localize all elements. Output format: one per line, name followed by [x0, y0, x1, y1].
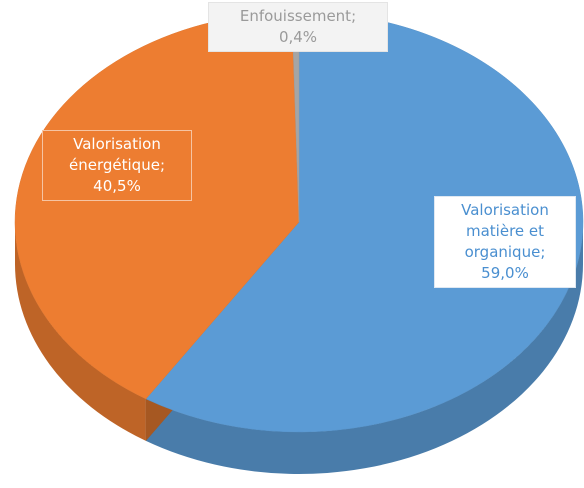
label-separator: ; [351, 7, 357, 25]
slice-side [15, 222, 146, 441]
label-category: Valorisation matière et organique [461, 201, 549, 261]
slice [14, 11, 300, 400]
label-value: 40,5% [93, 177, 141, 195]
label-category: Valorisation énergétique [69, 135, 161, 174]
data-label: Enfouissement; 0,4% [208, 2, 388, 52]
label-separator: ; [159, 156, 165, 174]
label-category: Enfouissement [239, 7, 352, 25]
label-value: 59,0% [481, 264, 529, 282]
label-separator: ; [540, 243, 546, 261]
slice-side [145, 222, 583, 475]
data-label: Valorisation énergétique; 40,5% [42, 130, 192, 201]
data-label: Valorisation matière et organique; 59,0% [434, 196, 576, 288]
label-value: 0,4% [278, 28, 318, 46]
